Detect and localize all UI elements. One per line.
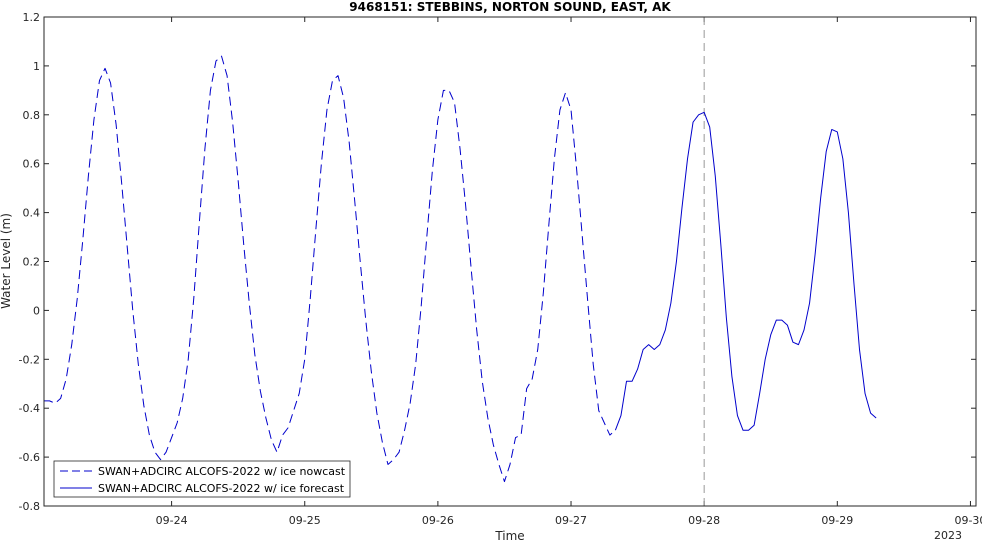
y-tick-label: -0.6 — [19, 451, 40, 464]
legend-box — [53, 460, 351, 498]
y-tick-label: -0.4 — [19, 402, 40, 415]
y-tick-label: 1.2 — [23, 11, 41, 24]
y-tick-label: -0.8 — [19, 500, 40, 513]
x-tick-label: 09-26 — [422, 514, 454, 527]
x-tick-label: 09-30 — [954, 514, 982, 527]
y-tick-label: 0.2 — [23, 256, 41, 269]
x-tick-label: 09-29 — [821, 514, 853, 527]
x-tick-label: 09-25 — [289, 514, 321, 527]
legend: SWAN+ADCIRC ALCOFS-2022 w/ ice nowcast SW… — [53, 460, 351, 498]
chart-title: 9468151: STEBBINS, NORTON SOUND, EAST, A… — [349, 0, 671, 14]
x-tick-label: 09-24 — [156, 514, 188, 527]
x-tick-label: 09-28 — [688, 514, 720, 527]
x-axis-year-label: 2023 — [934, 529, 962, 541]
axes-frame — [43, 16, 977, 507]
forecast-series-line — [614, 111, 877, 431]
y-axis-label: Water Level (m) — [0, 213, 13, 309]
x-tick-label: 09-27 — [555, 514, 587, 527]
y-tick-label: 0 — [33, 304, 40, 317]
plot-area: -0.8 -0.6 -0.4 -0.2 0 0.2 0.4 0.6 0.8 1 1.2 09-24 09… — [19, 11, 982, 527]
x-axis-label: Time — [494, 529, 524, 541]
plot-background — [44, 17, 976, 506]
y-tick-label: -0.2 — [19, 353, 40, 366]
y-tick-label: 0.4 — [23, 207, 41, 220]
legend-label-2: SWAN+ADCIRC ALCOFS-2022 w/ ice forecast — [98, 482, 345, 495]
y-tick-label: 0.6 — [23, 158, 41, 171]
y-tick-label: 1 — [33, 60, 40, 73]
legend-label-1: SWAN+ADCIRC ALCOFS-2022 w/ ice nowcast — [98, 465, 346, 478]
y-tick-label: 0.8 — [23, 109, 41, 122]
nowcast-series-line — [44, 55, 616, 483]
